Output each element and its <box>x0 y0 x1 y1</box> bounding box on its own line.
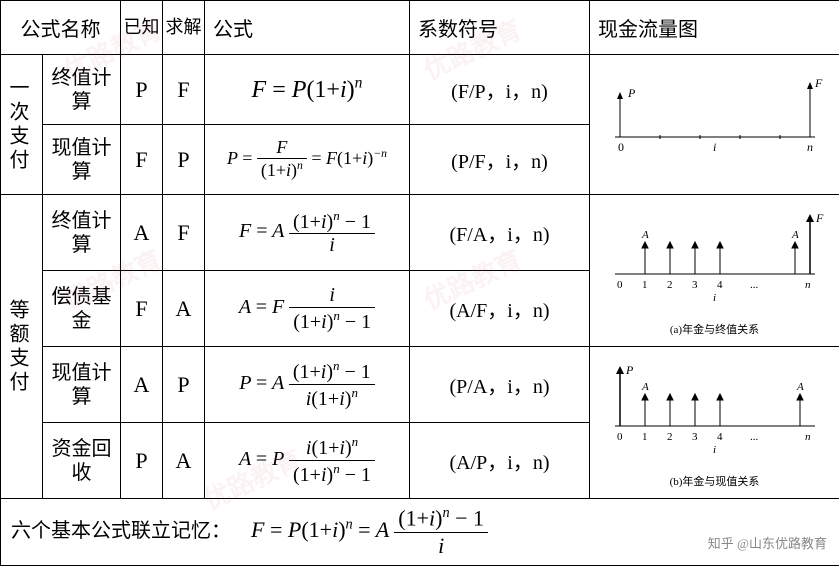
factor-cell: (F/P，i，n) <box>410 55 590 125</box>
diagram-annuity-pv: P A A 0 1 2 3 4 ... n i (b)年金与现值关系 <box>590 347 839 499</box>
svg-text:n: n <box>805 279 811 291</box>
factor-cell: (P/A，i，n) <box>410 347 590 423</box>
solve-cell: A <box>163 423 205 499</box>
row-label: 偿债基金 <box>43 271 121 347</box>
known-cell: F <box>121 271 163 347</box>
svg-text:0: 0 <box>617 431 623 443</box>
factor-cell: (F/A，i，n) <box>410 195 590 271</box>
formula-cell: P = F(1+i)n = F(1+i)−n <box>205 125 410 195</box>
group-single: 一次支付 <box>1 55 43 195</box>
diagram-caption-b: (b)年金与现值关系 <box>592 473 837 489</box>
hdr-name: 公式名称 <box>1 1 121 55</box>
formula-cell: A = P i(1+i)n(1+i)n − 1 <box>205 423 410 499</box>
svg-text:F: F <box>814 76 823 90</box>
svg-text:1: 1 <box>642 431 648 443</box>
group-annuity: 等额支付 <box>1 195 43 499</box>
footer-row: 六个基本公式联立记忆： F = P(1+i)n = A (1+i)n − 1i <box>1 499 839 566</box>
formula-cell: F = A (1+i)n − 1i <box>205 195 410 271</box>
factor-cell: (A/F，i，n) <box>410 271 590 347</box>
known-cell: F <box>121 125 163 195</box>
row-label: 现值计算 <box>43 125 121 195</box>
cashflow-single-svg: P F 0 i n <box>600 67 830 177</box>
svg-text:0: 0 <box>617 279 623 291</box>
svg-text:0: 0 <box>618 140 624 154</box>
svg-text:3: 3 <box>692 431 698 443</box>
solve-cell: A <box>163 271 205 347</box>
formula-cell: F = P(1+i)n <box>205 55 410 125</box>
svg-text:...: ... <box>750 431 759 443</box>
svg-text:P: P <box>627 86 636 100</box>
formula-table: 公式名称 已知 求解 公式 系数符号 现金流量图 一次支付 终值计算 P F F… <box>0 0 839 566</box>
header-row: 公式名称 已知 求解 公式 系数符号 现金流量图 <box>1 1 839 55</box>
svg-text:3: 3 <box>692 279 698 291</box>
formula-cell: A = F i(1+i)n − 1 <box>205 271 410 347</box>
cashflow-pa-svg: P A A 0 1 2 3 4 ... n i <box>600 356 830 466</box>
hdr-diagram: 现金流量图 <box>590 1 839 55</box>
known-cell: A <box>121 195 163 271</box>
row-label: 终值计算 <box>43 195 121 271</box>
svg-text:A: A <box>796 381 804 393</box>
diagram-caption-a: (a)年金与终值关系 <box>592 321 837 337</box>
cashflow-fa-svg: F A A 0 1 2 3 4 ... n i <box>600 204 830 314</box>
svg-text:...: ... <box>750 279 759 291</box>
svg-text:i: i <box>713 444 716 456</box>
diagram-single: P F 0 i n <box>590 55 839 195</box>
svg-text:A: A <box>641 229 649 241</box>
footer-label: 六个基本公式联立记忆： <box>11 520 231 542</box>
svg-text:2: 2 <box>667 431 673 443</box>
diagram-annuity-fv: F A A 0 1 2 3 4 ... n i (a)年金与终值关系 <box>590 195 839 347</box>
known-cell: P <box>121 55 163 125</box>
svg-text:4: 4 <box>717 431 723 443</box>
hdr-solve: 求解 <box>163 1 205 55</box>
row-label: 终值计算 <box>43 55 121 125</box>
solve-cell: P <box>163 125 205 195</box>
table-row: 现值计算 A P P = A (1+i)n − 1i(1+i)n (P/A，i，… <box>1 347 839 423</box>
svg-text:4: 4 <box>717 279 723 291</box>
factor-cell: (A/P，i，n) <box>410 423 590 499</box>
hdr-factor: 系数符号 <box>410 1 590 55</box>
svg-text:1: 1 <box>642 279 648 291</box>
formula-cell: P = A (1+i)n − 1i(1+i)n <box>205 347 410 423</box>
svg-text:A: A <box>641 381 649 393</box>
svg-text:A: A <box>791 229 799 241</box>
svg-text:P: P <box>625 363 634 377</box>
svg-text:F: F <box>815 211 824 225</box>
svg-text:n: n <box>805 431 811 443</box>
solve-cell: P <box>163 347 205 423</box>
table-row: 一次支付 终值计算 P F F = P(1+i)n (F/P，i，n) P F … <box>1 55 839 125</box>
row-label: 现值计算 <box>43 347 121 423</box>
known-cell: A <box>121 347 163 423</box>
svg-text:2: 2 <box>667 279 673 291</box>
svg-text:i: i <box>713 140 716 154</box>
footer-cell: 六个基本公式联立记忆： F = P(1+i)n = A (1+i)n − 1i <box>1 499 839 566</box>
credit-text: 知乎 @山东优路教育 <box>708 533 827 552</box>
hdr-formula: 公式 <box>205 1 410 55</box>
known-cell: P <box>121 423 163 499</box>
table-row: 等额支付 终值计算 A F F = A (1+i)n − 1i (F/A，i，n… <box>1 195 839 271</box>
solve-cell: F <box>163 55 205 125</box>
hdr-known: 已知 <box>121 1 163 55</box>
factor-cell: (P/F，i，n) <box>410 125 590 195</box>
row-label: 资金回收 <box>43 423 121 499</box>
svg-text:i: i <box>713 292 716 304</box>
solve-cell: F <box>163 195 205 271</box>
svg-text:n: n <box>807 140 813 154</box>
